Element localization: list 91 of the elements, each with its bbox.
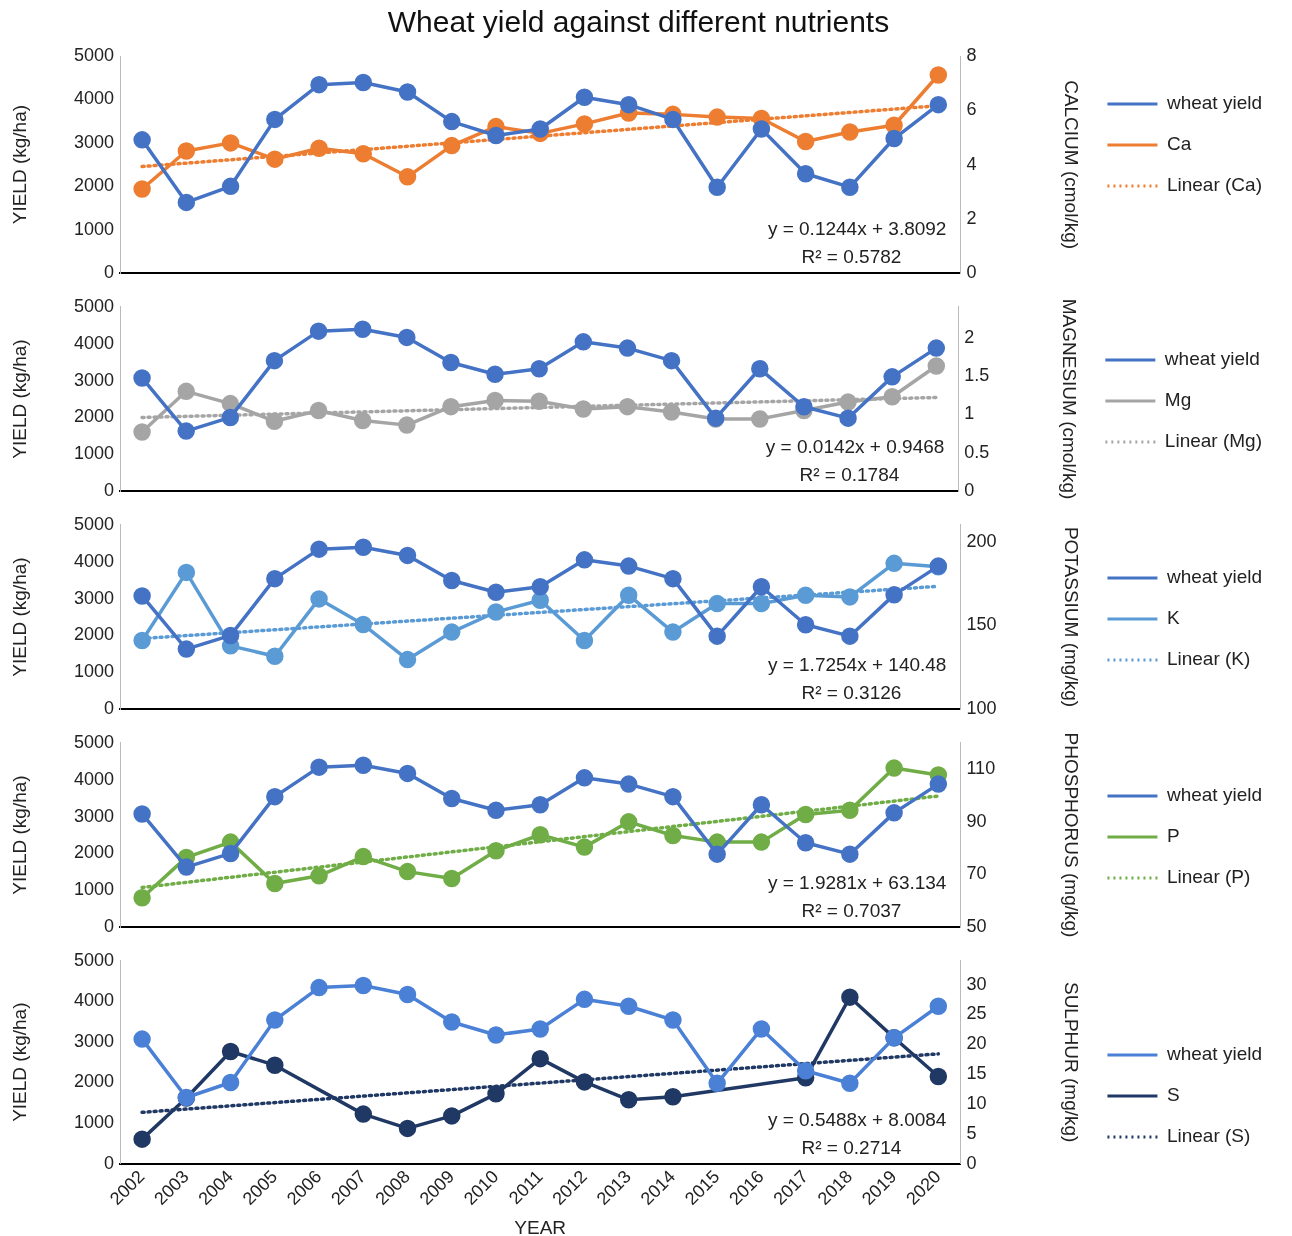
y2-tick-label: 110 <box>966 758 996 779</box>
y-tick-label: 0 <box>103 262 114 283</box>
y2-tick-label: 20 <box>966 1033 987 1054</box>
legend-label: K <box>1166 607 1180 629</box>
y2-tick-label: 10 <box>966 1092 987 1113</box>
y-tick-label: 4000 <box>73 332 114 353</box>
annotation: R² = 0.3126 <box>801 682 902 704</box>
y-tick-label: 2000 <box>73 1071 114 1092</box>
y2-tick-label: 25 <box>966 1003 987 1024</box>
y-axis-title: YIELD (kg/ha) <box>8 339 30 459</box>
y-tick-label: 4000 <box>73 88 114 109</box>
y-tick-label: 0 <box>103 480 114 501</box>
y2-tick-label: 90 <box>966 810 987 831</box>
y2-tick-label: 4 <box>966 153 977 174</box>
y-tick-label: 3000 <box>73 369 114 390</box>
y-tick-label: 5000 <box>73 295 114 316</box>
y2-tick-label: 8 <box>966 44 977 65</box>
y-axis-title: YIELD (kg/ha) <box>8 104 30 225</box>
legend-label: Ca <box>1166 133 1192 155</box>
y2-axis-title: PHOSPHORUS (mg/kg) <box>1060 732 1082 938</box>
y2-tick-label: 5 <box>966 1122 977 1143</box>
y2-tick-label: 0.5 <box>964 441 990 462</box>
y-tick-label: 1000 <box>73 879 114 900</box>
y2-tick-label: 200 <box>966 530 997 551</box>
y2-tick-label: 0 <box>966 1152 977 1173</box>
y2-axis-title: CALCIUM (cmol/kg) <box>1060 80 1082 250</box>
y-tick-label: 5000 <box>73 513 114 534</box>
chart-title: Wheat yield against different nutrients <box>387 5 890 39</box>
y-tick-label: 5000 <box>73 731 114 752</box>
legend-label: Linear (K) <box>1166 648 1251 670</box>
annotation: y = 0.1244x + 3.8092 <box>767 218 947 240</box>
y-tick-label: 2000 <box>73 624 114 645</box>
y-tick-label: 5000 <box>73 44 114 65</box>
legend-label: wheat yield <box>1165 784 1263 806</box>
annotation: R² = 0.2714 <box>801 1136 902 1158</box>
annotation: y = 0.0142x + 0.9468 <box>765 436 945 458</box>
y-tick-label: 1000 <box>73 218 114 239</box>
annotation: R² = 0.5782 <box>801 246 902 268</box>
y2-tick-label: 2 <box>964 326 975 347</box>
y-tick-label: 3000 <box>73 131 114 152</box>
y2-tick-label: 70 <box>966 863 987 884</box>
y-tick-label: 4000 <box>73 550 114 571</box>
legend-label: Mg <box>1164 389 1192 411</box>
y2-tick-label: 1.5 <box>964 364 990 385</box>
y-tick-label: 2000 <box>73 842 114 863</box>
y-axis-title: YIELD (kg/ha) <box>8 775 30 895</box>
y-tick-label: 3000 <box>73 805 114 826</box>
y2-tick-label: 2 <box>966 207 977 228</box>
y2-tick-label: 6 <box>966 99 977 120</box>
y-tick-label: 2000 <box>73 175 114 196</box>
y-tick-label: 1000 <box>73 1112 114 1133</box>
legend-label: wheat yield <box>1165 566 1263 588</box>
legend-label: Linear (S) <box>1166 1125 1251 1147</box>
y2-tick-label: 1 <box>964 403 975 424</box>
legend-label: Linear (P) <box>1166 866 1251 888</box>
annotation: y = 1.9281x + 63.134 <box>767 872 947 894</box>
y2-tick-label: 150 <box>966 614 997 635</box>
y-tick-label: 4000 <box>73 990 114 1011</box>
y2-axis-title: MAGNESIUM (cmol/kg) <box>1058 298 1080 500</box>
y-tick-label: 3000 <box>73 587 114 608</box>
annotation: y = 0.5488x + 8.0084 <box>767 1108 947 1130</box>
y2-tick-label: 0 <box>964 480 975 501</box>
y-tick-label: 5000 <box>73 949 114 970</box>
legend-label: Linear (Mg) <box>1164 430 1263 452</box>
y2-tick-label: 0 <box>966 262 977 283</box>
legend-label: wheat yield <box>1165 1043 1263 1065</box>
y-tick-label: 0 <box>103 698 114 719</box>
annotation: R² = 0.7037 <box>801 900 902 922</box>
y2-tick-label: 15 <box>966 1063 987 1084</box>
annotation: y = 1.7254x + 140.48 <box>767 654 947 676</box>
y-tick-label: 4000 <box>73 768 114 789</box>
legend-label: wheat yield <box>1165 92 1263 114</box>
y2-tick-label: 30 <box>966 973 987 994</box>
x-axis-title: YEAR <box>514 1216 567 1236</box>
y2-tick-label: 50 <box>966 916 987 937</box>
y-tick-label: 1000 <box>73 443 114 464</box>
annotation: R² = 0.1784 <box>799 464 900 486</box>
y-tick-label: 0 <box>103 916 114 937</box>
y-tick-label: 0 <box>103 1152 114 1173</box>
y-tick-label: 1000 <box>73 661 114 682</box>
y-axis-title: YIELD (kg/ha) <box>8 557 30 677</box>
y-tick-label: 3000 <box>73 1030 114 1051</box>
y-tick-label: 2000 <box>73 406 114 427</box>
legend-label: wheat yield <box>1163 348 1260 370</box>
y2-axis-title: POTASSIUM (mg/kg) <box>1060 526 1082 708</box>
y2-axis-title: SULPHUR (mg/kg) <box>1060 981 1082 1143</box>
y-axis-title: YIELD (kg/ha) <box>8 1002 30 1122</box>
legend-label: S <box>1166 1084 1180 1106</box>
legend-label: P <box>1166 825 1180 847</box>
y2-tick-label: 100 <box>966 698 997 719</box>
legend-label: Linear (Ca) <box>1166 174 1262 196</box>
